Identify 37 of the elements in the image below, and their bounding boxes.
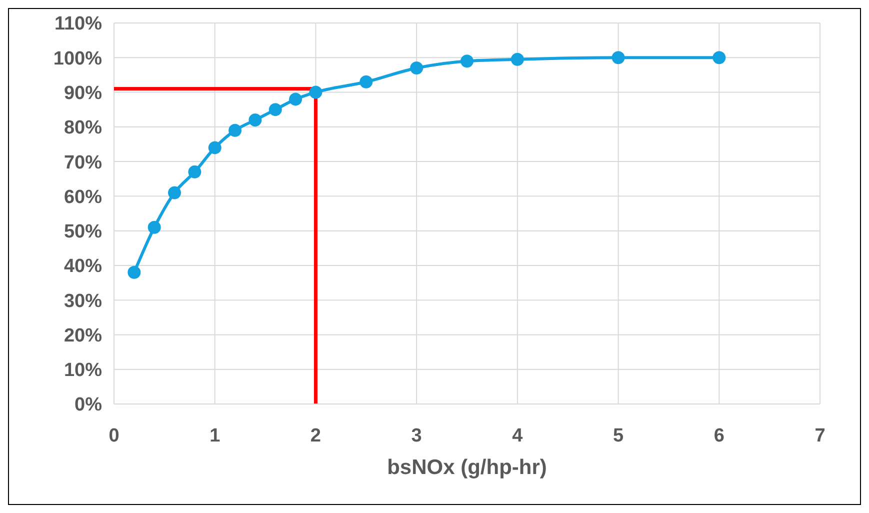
x-tick-label: 3 [411,425,422,446]
y-tick-label: 50% [64,222,102,243]
point [128,266,141,279]
point [712,51,726,64]
y-tick-label: 80% [64,118,102,139]
y-tick-label: 90% [64,83,102,104]
y-tick-label: 110% [54,14,102,35]
y-tick-label: 30% [64,290,102,312]
y-tick-label: 60% [64,186,102,208]
y-tick-label: 70% [64,152,102,174]
point [612,51,625,64]
point [228,124,242,137]
point [309,86,322,99]
x-tick-label: 0 [108,425,120,446]
y-tick-label: 10% [64,360,102,382]
x-tick-label: 6 [714,425,724,446]
point [148,220,161,234]
y-tick-label: 20% [64,325,102,346]
point [188,165,202,178]
point [168,186,182,200]
point [510,52,524,66]
y-tick-label: 100% [53,48,102,70]
point [289,92,302,106]
y-tick-label: 40% [64,256,102,278]
x-tick-label: 1 [210,425,221,446]
point [268,103,282,116]
point [248,113,262,126]
point [410,62,424,75]
x-tick-label: 4 [512,425,524,446]
x-tick-label: 5 [612,425,624,446]
point [460,54,474,68]
point [208,141,222,154]
x-tick-label: 2 [310,425,322,446]
y-tick-label: 0% [74,394,102,416]
x-axis-title: bsNOx (g/hp-hr) [387,456,547,479]
point [360,75,373,88]
x-tick-label: 7 [814,425,826,446]
